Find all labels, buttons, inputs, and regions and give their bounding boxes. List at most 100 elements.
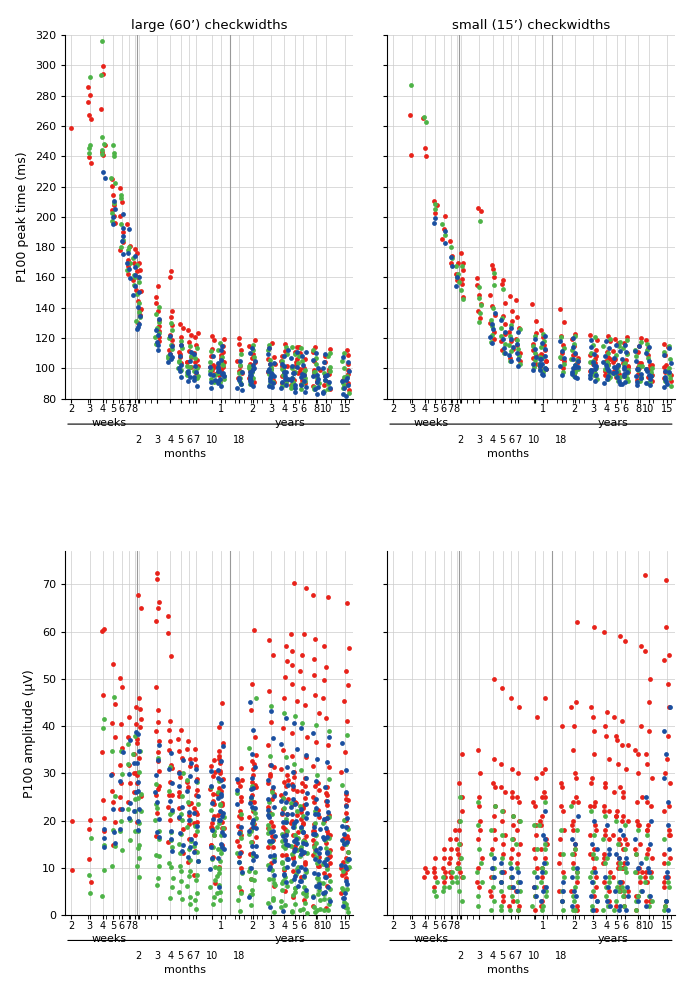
Point [445, 831, 456, 847]
Point [308, 367, 319, 383]
Point [340, 372, 351, 388]
Point [190, 741, 201, 757]
Point [322, 844, 333, 860]
Point [277, 790, 288, 806]
Point [185, 758, 196, 774]
Point [321, 851, 332, 867]
Point [472, 864, 483, 880]
Point [234, 336, 245, 352]
Point [308, 667, 319, 683]
Point [132, 767, 142, 783]
Text: 6: 6 [622, 404, 628, 414]
Point [288, 756, 299, 772]
Point [530, 888, 541, 904]
Text: 8: 8 [313, 921, 319, 931]
Point [588, 860, 599, 876]
Point [613, 357, 624, 373]
Point [151, 571, 162, 587]
Point [511, 836, 522, 852]
Point [83, 94, 94, 110]
Point [308, 758, 319, 774]
Point [531, 869, 542, 885]
Point [528, 350, 539, 366]
Point [150, 723, 161, 739]
Point [205, 359, 216, 375]
Point [177, 752, 188, 768]
Point [299, 844, 310, 860]
Point [184, 751, 195, 767]
Point [619, 356, 630, 372]
Point [488, 261, 499, 277]
Point [247, 801, 258, 817]
Text: 3: 3 [154, 951, 160, 961]
Point [289, 833, 300, 849]
Point [571, 902, 582, 918]
Point [534, 817, 545, 833]
Point [216, 355, 227, 371]
Point [620, 841, 631, 857]
Point [176, 806, 187, 822]
Point [176, 329, 187, 345]
Point [584, 347, 595, 363]
Point [267, 791, 278, 807]
Text: 2: 2 [68, 404, 75, 414]
Point [558, 846, 569, 862]
Point [531, 879, 542, 895]
Point [108, 689, 119, 705]
Point [444, 879, 455, 895]
Text: 3: 3 [476, 435, 482, 445]
Point [125, 270, 136, 286]
Point [205, 354, 216, 370]
Point [585, 362, 596, 378]
Point [291, 693, 302, 709]
Point [604, 803, 615, 819]
Point [405, 107, 416, 123]
Point [485, 869, 496, 885]
Point [612, 359, 623, 375]
Point [602, 879, 613, 895]
Point [570, 345, 581, 361]
Point [338, 369, 349, 385]
Point [336, 885, 347, 901]
Point [216, 347, 227, 363]
Point [540, 831, 551, 847]
Point [337, 890, 348, 906]
Point [175, 825, 186, 841]
Point [554, 301, 565, 317]
Point [338, 380, 349, 396]
Point [264, 376, 275, 392]
Point [621, 902, 632, 918]
Point [296, 377, 307, 393]
Point [507, 761, 518, 777]
Point [497, 850, 508, 866]
Point [489, 307, 500, 323]
Point [338, 372, 349, 388]
Point [183, 343, 194, 359]
Point [134, 304, 145, 320]
Point [632, 765, 643, 781]
Text: 18: 18 [556, 951, 568, 961]
Point [308, 847, 319, 863]
Point [290, 813, 301, 829]
Point [288, 854, 299, 870]
Point [598, 855, 609, 871]
Point [173, 743, 184, 759]
Point [450, 258, 461, 274]
Point [123, 245, 134, 261]
Point [323, 849, 334, 865]
Point [660, 364, 671, 380]
Point [275, 353, 286, 369]
Point [619, 860, 630, 876]
Point [233, 365, 244, 381]
Point [487, 318, 498, 334]
Point [623, 813, 634, 829]
Point [429, 850, 440, 866]
Point [183, 365, 194, 381]
Point [554, 846, 565, 862]
Point [266, 833, 277, 849]
Point [116, 743, 127, 759]
Point [177, 788, 188, 804]
Point [569, 368, 580, 384]
Point [320, 372, 331, 388]
Point [336, 735, 347, 751]
